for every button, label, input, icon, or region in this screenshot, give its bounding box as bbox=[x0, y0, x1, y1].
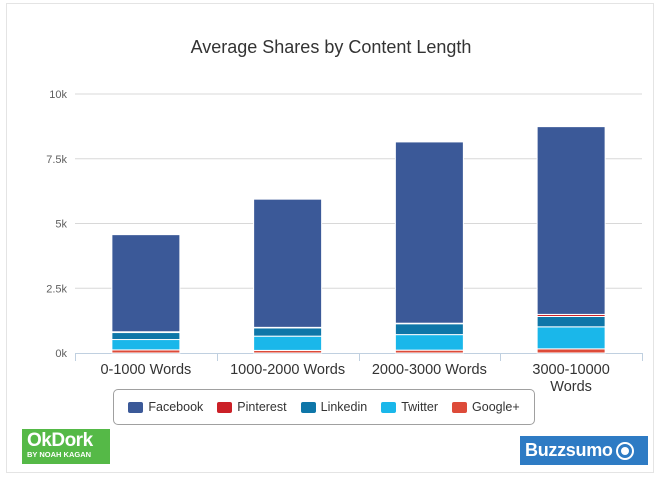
x-tick-label: 3000-10000 bbox=[532, 362, 609, 378]
bar-segment-linkedin bbox=[253, 327, 323, 337]
okdork-logo-subtext: BY NOAH KAGAN bbox=[27, 450, 92, 459]
y-tick-label: 10k bbox=[49, 89, 67, 101]
buzzsumo-logo-text: Buzzsumo bbox=[525, 440, 613, 460]
buzzsumo-logo: Buzzsumo bbox=[520, 436, 648, 465]
legend-swatch bbox=[217, 401, 233, 413]
bar-segment-twitter bbox=[536, 326, 606, 350]
bar-segment-linkedin bbox=[394, 323, 464, 336]
chart-title: Average Shares by Content Length bbox=[190, 37, 472, 57]
y-tick-label: 0k bbox=[55, 348, 67, 360]
legend-item[interactable]: Linkedin bbox=[300, 400, 368, 414]
bar-segment-linkedin bbox=[111, 332, 181, 341]
bar-segment-twitter bbox=[253, 335, 323, 351]
bar-segment-facebook bbox=[536, 126, 606, 315]
chart-legend: Facebook Pinterest Linkedin Twitter Google+ bbox=[113, 389, 535, 425]
bar-segment-facebook bbox=[111, 234, 181, 333]
legend-item[interactable]: Pinterest bbox=[217, 400, 287, 414]
y-tick-label: 7.5k bbox=[46, 154, 67, 166]
bar-segment-facebook bbox=[394, 141, 464, 324]
bar-segment-facebook bbox=[253, 198, 323, 328]
x-tick-label: Words bbox=[550, 379, 592, 395]
x-tick-label: 0-1000 Words bbox=[100, 362, 191, 378]
legend-item[interactable]: Google+ bbox=[452, 400, 520, 414]
bar-segment-twitter bbox=[394, 334, 464, 351]
legend-item[interactable]: Facebook bbox=[128, 400, 203, 414]
okdork-logo: OkDork BY NOAH KAGAN bbox=[22, 429, 110, 464]
legend-swatch bbox=[300, 401, 316, 413]
legend-swatch bbox=[128, 401, 144, 413]
y-tick-label: 5k bbox=[55, 219, 67, 231]
legend-swatch bbox=[381, 401, 397, 413]
legend-label: Pinterest bbox=[237, 400, 287, 414]
legend-swatch bbox=[452, 401, 468, 413]
bar-segment-google bbox=[536, 348, 606, 354]
legend-label: Google+ bbox=[472, 400, 520, 414]
legend-item[interactable]: Twitter bbox=[381, 400, 438, 414]
x-tick-label: 2000-3000 Words bbox=[372, 362, 487, 378]
legend-label: Linkedin bbox=[320, 400, 368, 414]
okdork-logo-text: OkDork bbox=[27, 430, 93, 451]
x-tick-label: 1000-2000 Words bbox=[230, 362, 345, 378]
legend-label: Twitter bbox=[401, 400, 439, 414]
wifi-signal-icon bbox=[615, 441, 634, 460]
bar-segment-twitter bbox=[111, 339, 181, 351]
legend-label: Facebook bbox=[148, 400, 204, 414]
y-tick-label: 2.5k bbox=[46, 283, 67, 295]
bar-segment-linkedin bbox=[536, 315, 606, 328]
